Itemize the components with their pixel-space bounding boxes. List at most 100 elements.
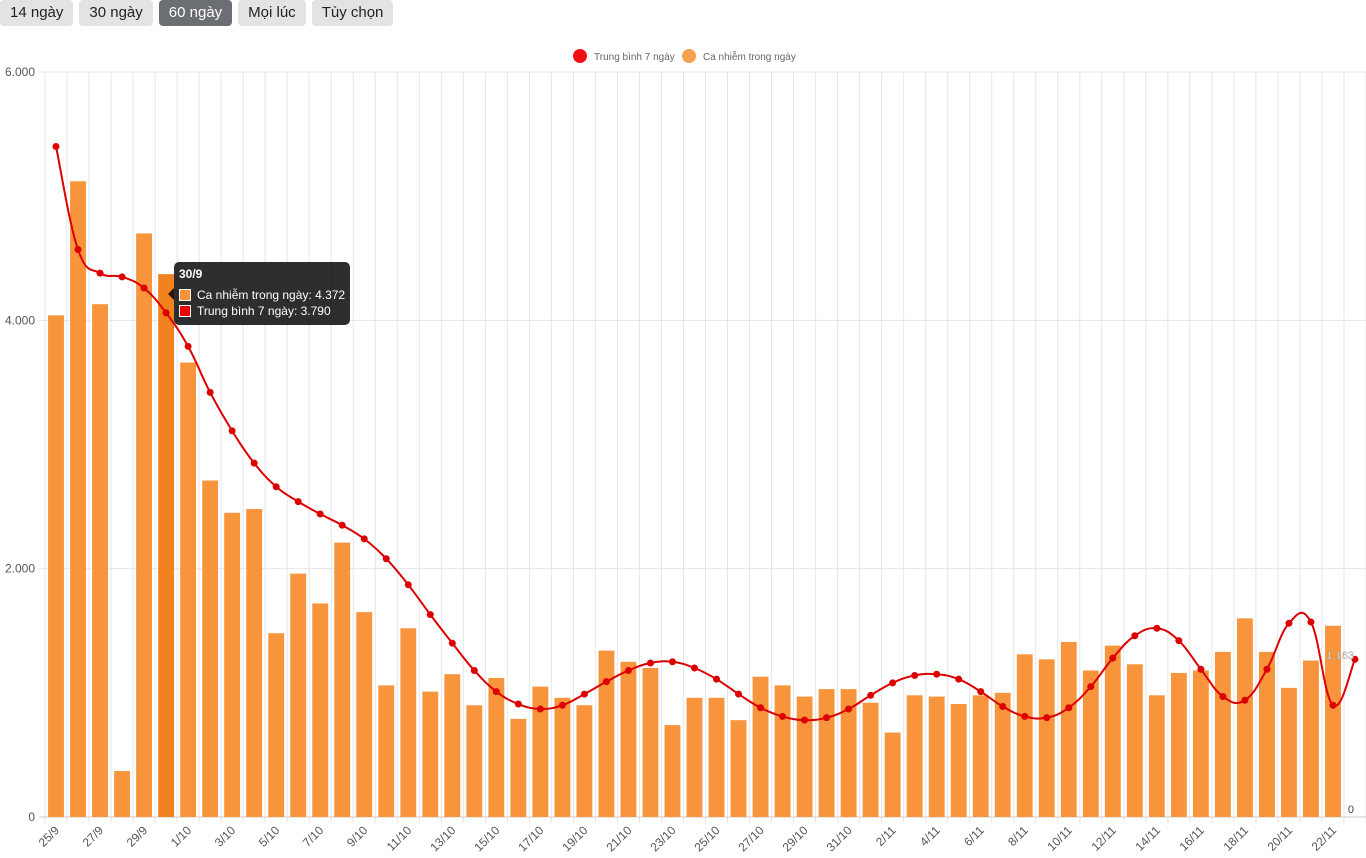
bar-daily-cases xyxy=(1082,670,1099,817)
bar-daily-cases xyxy=(862,702,879,817)
average-point xyxy=(668,658,676,666)
bar-daily-cases xyxy=(994,692,1011,817)
bar-daily-cases xyxy=(906,695,923,817)
range-button-60-days[interactable]: 60 ngày xyxy=(158,0,233,26)
bar-daily-cases xyxy=(532,686,549,817)
x-tick-label: 20/11 xyxy=(1265,823,1296,854)
average-point xyxy=(52,143,60,150)
bar-daily-cases xyxy=(1016,654,1033,817)
bar-daily-cases xyxy=(950,704,967,817)
x-tick-label: 25/10 xyxy=(691,823,722,854)
x-tick-label: 14/11 xyxy=(1132,823,1163,854)
tooltip-row-average: Trung bình 7 ngày: 3.790 xyxy=(179,304,331,318)
tooltip-text-daily: Ca nhiễm trong ngày: 4.372 xyxy=(197,288,346,302)
last-value-annotation: 1.163 xyxy=(1326,650,1354,662)
bar-daily-cases xyxy=(928,696,945,817)
x-tick-label: 17/10 xyxy=(515,823,546,854)
bar-daily-cases xyxy=(1104,645,1121,817)
bar-daily-cases xyxy=(202,480,219,817)
average-point xyxy=(96,269,104,277)
x-tick-label: 19/10 xyxy=(559,823,590,854)
range-button-14-days[interactable]: 14 ngày xyxy=(0,0,74,26)
bar-daily-cases xyxy=(664,725,681,817)
average-point xyxy=(1307,618,1315,626)
bar-daily-cases xyxy=(70,181,86,817)
average-point xyxy=(360,535,368,543)
average-point xyxy=(1087,683,1095,691)
x-tick-label: 27/9 xyxy=(80,823,107,850)
tooltip-row-daily: Ca nhiễm trong ngày: 4.372 xyxy=(179,288,345,302)
tooltip-arrow xyxy=(168,288,174,300)
average-point xyxy=(1263,665,1271,673)
average-point xyxy=(272,483,280,491)
bar-daily-cases xyxy=(378,685,395,817)
x-tick-label: 12/11 xyxy=(1088,823,1119,854)
x-tick-label: 9/10 xyxy=(344,823,371,850)
average-point xyxy=(713,675,721,683)
legend-label-daily[interactable]: Ca nhiễm trong ngày xyxy=(703,50,796,63)
average-point xyxy=(558,701,566,709)
date-range-selector: 14 ngày 30 ngày 60 ngày Mọi lúc Tùy chọn xyxy=(0,0,394,27)
average-point xyxy=(845,705,853,713)
bar-daily-cases xyxy=(48,315,64,817)
bar-daily-cases xyxy=(180,362,197,817)
y-tick-label: 4.000 xyxy=(5,313,35,327)
bar-daily-cases xyxy=(158,274,175,818)
x-tick-label: 7/10 xyxy=(300,823,327,850)
average-point xyxy=(1329,701,1337,709)
average-point xyxy=(867,691,875,699)
average-point xyxy=(470,666,478,674)
average-point xyxy=(1131,632,1139,640)
average-point xyxy=(1241,696,1249,704)
average-point xyxy=(801,716,809,724)
chart-tooltip: 30/9 Ca nhiễm trong ngày: 4.372 Trung bì… xyxy=(168,262,350,325)
bar-daily-cases xyxy=(510,718,527,817)
daily-cases-bars xyxy=(48,181,1341,818)
bar-daily-cases xyxy=(1060,641,1077,817)
bar-daily-cases xyxy=(1214,651,1231,817)
bar-daily-cases xyxy=(268,633,285,817)
average-point xyxy=(426,611,434,619)
tooltip-title: 30/9 xyxy=(179,267,203,281)
average-point xyxy=(536,705,544,713)
range-button-all-time[interactable]: Mọi lúc xyxy=(238,0,306,26)
average-point xyxy=(492,688,500,696)
average-point xyxy=(404,581,412,589)
bar-daily-cases xyxy=(576,705,593,817)
bar-daily-cases xyxy=(1038,659,1055,817)
average-point xyxy=(118,273,126,281)
y-tick-label: 0 xyxy=(28,810,35,824)
average-point xyxy=(338,521,346,529)
bar-daily-cases xyxy=(1281,687,1297,817)
chart-legend[interactable]: Trung bình 7 ngày Ca nhiễm trong ngày xyxy=(573,49,796,63)
range-button-30-days[interactable]: 30 ngày xyxy=(79,0,153,26)
x-tick-label: 31/10 xyxy=(824,823,855,854)
bar-daily-cases xyxy=(730,720,747,817)
bar-daily-cases xyxy=(246,509,263,817)
bar-daily-cases xyxy=(708,697,725,817)
bar-daily-cases xyxy=(92,304,108,818)
bar-daily-cases xyxy=(1192,670,1209,817)
average-point xyxy=(757,704,765,712)
x-tick-label: 29/9 xyxy=(124,823,151,850)
legend-swatch-average xyxy=(573,49,587,63)
x-tick-label: 18/11 xyxy=(1221,823,1252,854)
x-tick-label: 2/11 xyxy=(873,823,899,849)
average-point xyxy=(448,639,456,647)
x-axis: 25/9 27/9 29/9 1/10 3/10 5/10 7/10 9/10 11/10 13/… xyxy=(36,823,1340,854)
x-tick-label: 22/11 xyxy=(1309,823,1340,854)
average-point xyxy=(228,427,236,435)
average-point xyxy=(1109,654,1117,662)
average-point xyxy=(779,712,787,720)
y-axis: 0 2.000 4.000 6.000 xyxy=(5,65,35,824)
x-tick-label: 4/11 xyxy=(917,823,943,849)
legend-label-average[interactable]: Trung bình 7 ngày xyxy=(594,52,675,63)
average-point xyxy=(514,700,522,708)
average-point xyxy=(1197,665,1205,673)
range-button-custom[interactable]: Tùy chọn xyxy=(311,0,394,26)
average-point xyxy=(1021,712,1029,720)
average-point xyxy=(690,664,698,672)
bar-daily-cases xyxy=(884,732,901,817)
average-point xyxy=(933,670,941,678)
y-tick-label: 6.000 xyxy=(5,65,35,79)
